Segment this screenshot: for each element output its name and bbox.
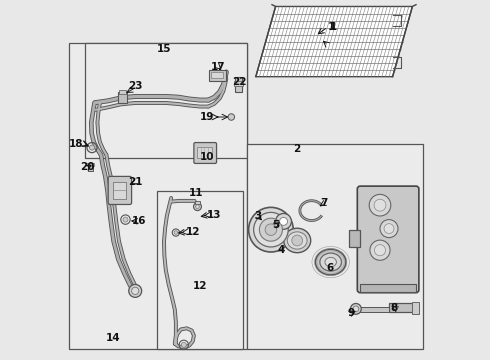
Text: 11: 11 bbox=[189, 188, 204, 198]
Text: 14: 14 bbox=[106, 333, 121, 343]
Text: 12: 12 bbox=[186, 227, 200, 237]
Circle shape bbox=[181, 342, 186, 347]
Text: 20: 20 bbox=[80, 162, 95, 172]
Text: 6: 6 bbox=[326, 263, 333, 273]
Circle shape bbox=[369, 194, 391, 216]
Circle shape bbox=[370, 240, 390, 260]
Text: 8: 8 bbox=[391, 303, 398, 313]
FancyBboxPatch shape bbox=[108, 176, 132, 204]
Circle shape bbox=[280, 217, 288, 225]
Text: 13: 13 bbox=[207, 210, 221, 220]
Text: 19: 19 bbox=[200, 112, 215, 122]
Bar bbox=[360, 284, 416, 292]
Circle shape bbox=[248, 207, 293, 252]
Circle shape bbox=[196, 205, 199, 208]
Text: 17: 17 bbox=[211, 62, 225, 72]
Bar bbox=[389, 303, 415, 312]
Bar bbox=[235, 77, 242, 92]
Bar bbox=[197, 147, 212, 158]
Circle shape bbox=[384, 224, 394, 234]
Ellipse shape bbox=[284, 228, 311, 253]
Bar bbox=[85, 43, 247, 158]
Text: 7: 7 bbox=[320, 198, 328, 208]
Circle shape bbox=[254, 212, 288, 247]
Polygon shape bbox=[209, 70, 226, 81]
Circle shape bbox=[374, 199, 386, 211]
FancyBboxPatch shape bbox=[357, 186, 419, 293]
Circle shape bbox=[194, 203, 201, 211]
Circle shape bbox=[123, 217, 128, 222]
Text: 12: 12 bbox=[193, 281, 207, 291]
Text: 3: 3 bbox=[254, 211, 261, 221]
Circle shape bbox=[129, 284, 142, 297]
Text: 10: 10 bbox=[200, 152, 215, 162]
Text: 23: 23 bbox=[128, 81, 143, 91]
Bar bbox=[196, 201, 199, 204]
Circle shape bbox=[174, 231, 178, 234]
Bar bbox=[211, 72, 223, 78]
Bar bbox=[157, 191, 243, 349]
Circle shape bbox=[350, 303, 361, 314]
Bar bbox=[349, 230, 360, 247]
Bar bbox=[234, 81, 243, 86]
Text: 15: 15 bbox=[157, 44, 171, 54]
Bar bbox=[118, 92, 127, 103]
Ellipse shape bbox=[320, 253, 342, 271]
Circle shape bbox=[353, 306, 359, 312]
Ellipse shape bbox=[287, 232, 307, 249]
Bar bbox=[120, 90, 126, 94]
Text: 1: 1 bbox=[330, 22, 337, 32]
Bar bbox=[247, 144, 423, 349]
Ellipse shape bbox=[325, 257, 337, 267]
Text: 22: 22 bbox=[232, 77, 247, 87]
Bar bbox=[87, 163, 94, 166]
Text: 2: 2 bbox=[294, 144, 301, 154]
Text: 1: 1 bbox=[328, 22, 335, 32]
Circle shape bbox=[380, 220, 398, 238]
Circle shape bbox=[132, 287, 139, 294]
Circle shape bbox=[90, 145, 95, 150]
Circle shape bbox=[275, 213, 292, 229]
Ellipse shape bbox=[316, 249, 346, 275]
Circle shape bbox=[374, 245, 386, 256]
Circle shape bbox=[228, 114, 235, 120]
Text: 4: 4 bbox=[277, 245, 285, 255]
Text: 18: 18 bbox=[69, 139, 84, 149]
Bar bbox=[360, 307, 389, 312]
Bar bbox=[113, 182, 126, 199]
Polygon shape bbox=[256, 6, 413, 77]
Circle shape bbox=[292, 235, 303, 246]
FancyBboxPatch shape bbox=[194, 143, 217, 163]
Circle shape bbox=[265, 224, 277, 235]
Text: 5: 5 bbox=[272, 220, 279, 230]
Bar bbox=[69, 43, 247, 349]
Bar bbox=[413, 302, 419, 314]
Text: 9: 9 bbox=[347, 308, 355, 318]
Text: 21: 21 bbox=[128, 177, 143, 187]
Bar bbox=[88, 163, 94, 171]
Text: 16: 16 bbox=[131, 216, 146, 226]
Circle shape bbox=[259, 218, 282, 241]
